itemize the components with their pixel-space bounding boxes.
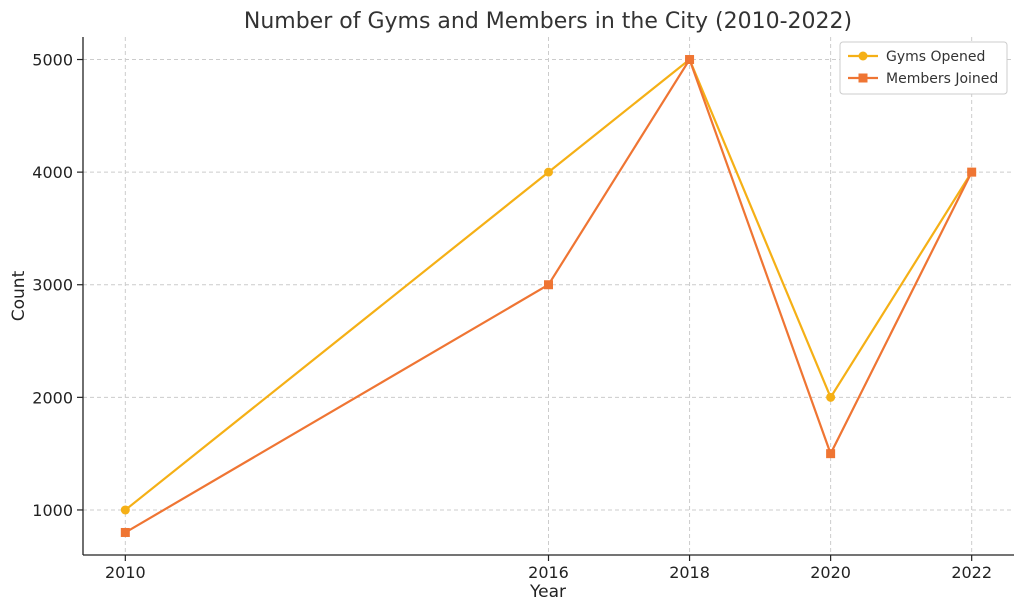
legend-item-gyms-opened: Gyms Opened (848, 49, 985, 65)
legend-label: Members Joined (886, 71, 998, 87)
legend: Gyms Opened Members Joined (839, 41, 1008, 95)
series-members-joined (120, 55, 977, 537)
y-tick-label: 1000 (32, 501, 73, 520)
data-point-members-joined (685, 55, 695, 65)
grid (83, 37, 1014, 555)
y-tick-label: 2000 (32, 388, 73, 407)
data-point-members-joined (967, 167, 977, 177)
x-tick-label: 2022 (951, 563, 992, 582)
x-axis-label: Year (529, 582, 566, 602)
data-point-members-joined (826, 449, 836, 459)
x-tick-label: 2016 (528, 563, 569, 582)
legend-item-members-joined: Members Joined (848, 71, 998, 87)
chart-title: Number of Gyms and Members in the City (… (244, 9, 852, 34)
legend-box (839, 41, 1008, 95)
data-point-gyms-opened (120, 505, 130, 515)
x-tick-label: 2010 (105, 563, 146, 582)
legend-marker (858, 73, 868, 83)
ticks: 2010 2016 2018 2020 2022 1000 2000 3000 4000 5000 (32, 51, 992, 582)
y-tick-label: 3000 (32, 276, 73, 295)
data-point-gyms-opened (544, 167, 553, 177)
legend-marker (858, 51, 868, 61)
y-tick-label: 4000 (32, 163, 73, 182)
y-axis-label: Count (9, 270, 29, 321)
y-tick-label: 5000 (32, 51, 73, 70)
series (120, 55, 977, 537)
x-tick-label: 2020 (810, 563, 851, 582)
legend-label: Gyms Opened (886, 49, 985, 65)
x-tick-label: 2018 (669, 563, 710, 582)
data-point-members-joined (120, 527, 130, 537)
data-point-members-joined (544, 280, 553, 290)
data-point-gyms-opened (826, 392, 836, 402)
